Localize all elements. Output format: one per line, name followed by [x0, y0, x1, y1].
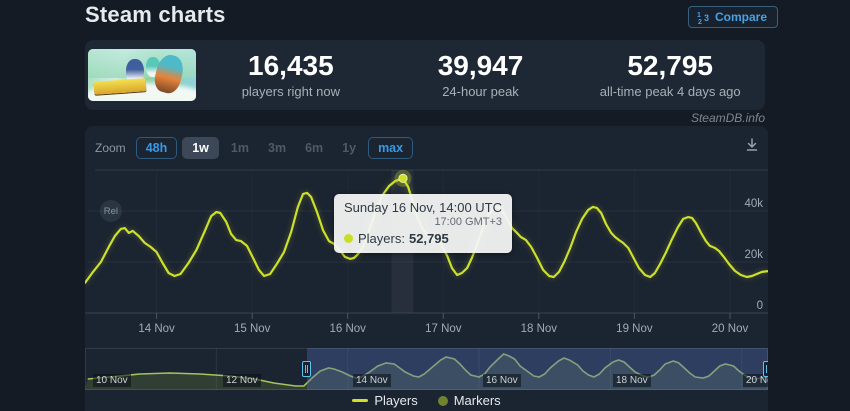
x-axis-labels: 14 Nov 15 Nov 16 Nov 17 Nov 18 Nov 19 No…	[138, 323, 748, 335]
svg-text:19 Nov: 19 Nov	[616, 323, 653, 335]
svg-text:14 Nov: 14 Nov	[138, 323, 175, 335]
legend-markers-label: Markers	[453, 393, 501, 408]
svg-text:20 Nov: 20 Nov	[712, 323, 749, 335]
svg-text:0: 0	[757, 300, 763, 312]
players-line-icon	[352, 399, 369, 402]
legend-players-label: Players	[374, 393, 418, 408]
svg-text:40k: 40k	[744, 198, 763, 210]
compare-button[interactable]: 1 2 3 Compare	[687, 6, 778, 28]
zoom-6m-button[interactable]: 6m	[298, 137, 330, 159]
tooltip-players-row: Players: 52,795	[344, 231, 502, 246]
legend-item-players[interactable]: Players	[352, 393, 418, 408]
zoom-1w-button[interactable]: 1w	[182, 137, 219, 159]
zoom-1m-button[interactable]: 1m	[224, 137, 256, 159]
navigator-label-14nov: 14 Nov	[353, 374, 391, 387]
tooltip-players-value: 52,795	[408, 231, 449, 246]
zoom-label: Zoom	[95, 141, 126, 155]
zoom-3m-button[interactable]: 3m	[261, 137, 293, 159]
chart-navigator[interactable]: 10 Nov 12 Nov 14 Nov 16 Nov 18 Nov 20 No…	[85, 348, 768, 390]
tooltip-local-time: 17:00 GMT+3	[434, 216, 503, 228]
download-icon	[746, 138, 758, 151]
tooltip-date: Sunday 16 Nov, 14:00 UTC	[344, 200, 503, 215]
zoom-1y-button[interactable]: 1y	[335, 137, 363, 159]
24h-peak-label: 24-hour peak	[442, 83, 519, 99]
svg-text:Rel: Rel	[104, 206, 118, 217]
download-chart-button[interactable]	[744, 137, 764, 157]
navigator-label-12nov: 12 Nov	[223, 374, 261, 387]
page-title: Steam charts	[85, 2, 226, 27]
y-axis-labels: 40k 20k 0	[744, 198, 763, 312]
zoom-48h-button[interactable]: 48h	[135, 137, 178, 159]
alltime-peak-label: all-time peak 4 days ago	[599, 83, 741, 99]
x-axis-ticks	[156, 313, 731, 319]
navigator-label-16nov: 16 Nov	[483, 374, 521, 387]
svg-text:2: 2	[698, 19, 702, 24]
zoom-max-button[interactable]: max	[368, 137, 414, 159]
markers-dot-icon	[437, 395, 448, 406]
navigator-label-10nov: 10 Nov	[93, 374, 131, 387]
stat-24h-peak: 39,947 24-hour peak	[386, 50, 576, 99]
navigator-left-handle[interactable]	[302, 361, 311, 377]
players-series-dot-icon	[344, 234, 353, 243]
navigator-plot	[85, 348, 768, 390]
current-players-label: players right now	[241, 83, 340, 99]
navigator-right-handle[interactable]	[763, 361, 768, 377]
game-capsule-image[interactable]	[88, 49, 196, 101]
chart-tooltip: Sunday 16 Nov, 14:00 UTC 17:00 GMT+3 Pla…	[334, 194, 513, 253]
navigator-series-line	[87, 353, 768, 387]
steamdb-watermark: SteamDB.info	[690, 111, 765, 125]
current-players-value: 16,435	[248, 50, 334, 82]
chart-legend: Players Markers	[85, 393, 768, 408]
players-series-line	[85, 177, 768, 285]
legend-item-markers[interactable]: Markers	[437, 393, 501, 408]
navigator-gridlines	[215, 348, 743, 390]
svg-text:16 Nov: 16 Nov	[329, 323, 366, 335]
24h-peak-value: 39,947	[437, 50, 524, 82]
svg-text:20k: 20k	[744, 249, 763, 261]
navigator-label-20nov: 20 Nov	[743, 374, 768, 387]
svg-text:1: 1	[697, 12, 701, 19]
alltime-peak-value: 52,795	[627, 50, 713, 82]
svg-text:15 Nov: 15 Nov	[234, 323, 271, 335]
chart-panel	[85, 126, 768, 411]
release-marker[interactable]: Rel	[99, 200, 122, 222]
stat-current-players: 16,435 players right now	[196, 50, 386, 99]
svg-text:3: 3	[704, 13, 709, 23]
stats-panel: 16,435 players right now 39,947 24-hour …	[85, 40, 765, 110]
navigator-label-18nov: 18 Nov	[613, 374, 651, 387]
compare-button-label: Compare	[714, 10, 767, 24]
peak-marker-dot[interactable]	[398, 173, 408, 183]
zoom-toolbar: Zoom 48h 1w 1m 3m 6m 1y max	[95, 136, 418, 160]
stat-alltime-peak: 52,795 all-time peak 4 days ago	[575, 50, 765, 99]
svg-text:17 Nov: 17 Nov	[425, 323, 462, 335]
tooltip-series-name: Players:	[358, 231, 405, 246]
compare-numbers-icon: 1 2 3	[697, 12, 709, 24]
svg-text:18 Nov: 18 Nov	[521, 323, 558, 335]
